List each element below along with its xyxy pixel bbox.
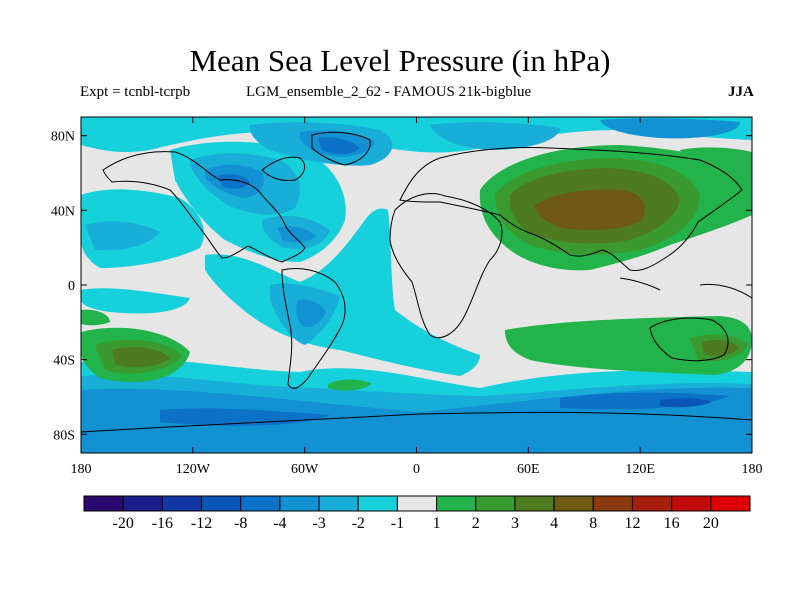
- colorbar-label: 16: [664, 515, 680, 532]
- colorbar-label: -16: [152, 515, 173, 532]
- colorbar-label: -1: [391, 515, 404, 532]
- colorbar-swatch: [475, 495, 516, 512]
- colorbar-swatch: [357, 495, 398, 512]
- lon-label: 0: [413, 462, 420, 477]
- season-label: JJA: [728, 84, 754, 100]
- lat-label: 40N: [51, 204, 75, 219]
- colorbar-swatch: [122, 495, 163, 512]
- axis-ticks: [80, 117, 753, 453]
- colorbar-swatch: [161, 495, 203, 512]
- colorbar-label: -12: [191, 515, 212, 532]
- run-label: LGM_ensemble_2_62 - FAMOUS 21k-bigblue: [246, 84, 532, 100]
- colorbar-label: -2: [352, 515, 365, 532]
- colorbar-label: -20: [113, 515, 134, 532]
- colorbar-swatch: [514, 495, 555, 512]
- colorbar-swatch: [83, 495, 124, 512]
- contour-field: [81, 117, 752, 453]
- latitude-labels: 80N 40N 0 40S 80S: [51, 130, 75, 444]
- colorbar-swatch: [279, 495, 320, 512]
- colorbar-swatch: [592, 495, 633, 512]
- lon-label: 120E: [625, 462, 655, 477]
- colorbar-swatch: [436, 495, 477, 512]
- colorbar-label: 2: [472, 515, 480, 532]
- colorbar-swatch: [631, 495, 673, 512]
- lon-label: 180: [71, 462, 92, 477]
- colorbar-label: -8: [234, 515, 247, 532]
- colorbar-swatch: [710, 495, 751, 512]
- chart-title: Mean Sea Level Pressure (in hPa): [189, 43, 611, 78]
- colorbar-swatch: [396, 495, 438, 512]
- colorbar-swatch: [318, 495, 359, 512]
- colorbar-labels: -20 -16 -12 -8 -4 -3 -2 -1 1 2 3 4 8 12 16 20: [113, 515, 719, 532]
- lat-label: 80S: [53, 428, 75, 443]
- colorbar-label: -4: [273, 515, 286, 532]
- lat-label: 80N: [51, 130, 75, 145]
- colorbar-label: -3: [312, 515, 325, 532]
- coastlines: [81, 131, 752, 433]
- colorbar: [83, 495, 751, 512]
- longitude-labels: 180 120W 60W 0 60E 120E 180: [71, 462, 763, 477]
- colorbar-swatch: [671, 495, 712, 512]
- lon-label: 120W: [176, 462, 211, 477]
- lat-label: 40S: [53, 354, 75, 369]
- colorbar-label: 3: [511, 515, 519, 532]
- colorbar-swatch: [201, 495, 242, 512]
- colorbar-label: 1: [433, 515, 441, 532]
- lon-label: 60E: [517, 462, 540, 477]
- colorbar-swatch: [240, 495, 281, 512]
- experiment-label: Expt = tcnbl-tcrpb: [80, 84, 191, 100]
- colorbar-label: 20: [703, 515, 719, 532]
- lon-label: 180: [742, 462, 763, 477]
- colorbar-label: 8: [589, 515, 597, 532]
- colorbar-swatch: [553, 495, 594, 512]
- lat-label: 0: [68, 279, 75, 294]
- colorbar-label: 12: [624, 515, 640, 532]
- colorbar-label: 4: [550, 515, 558, 532]
- lon-label: 60W: [291, 462, 319, 477]
